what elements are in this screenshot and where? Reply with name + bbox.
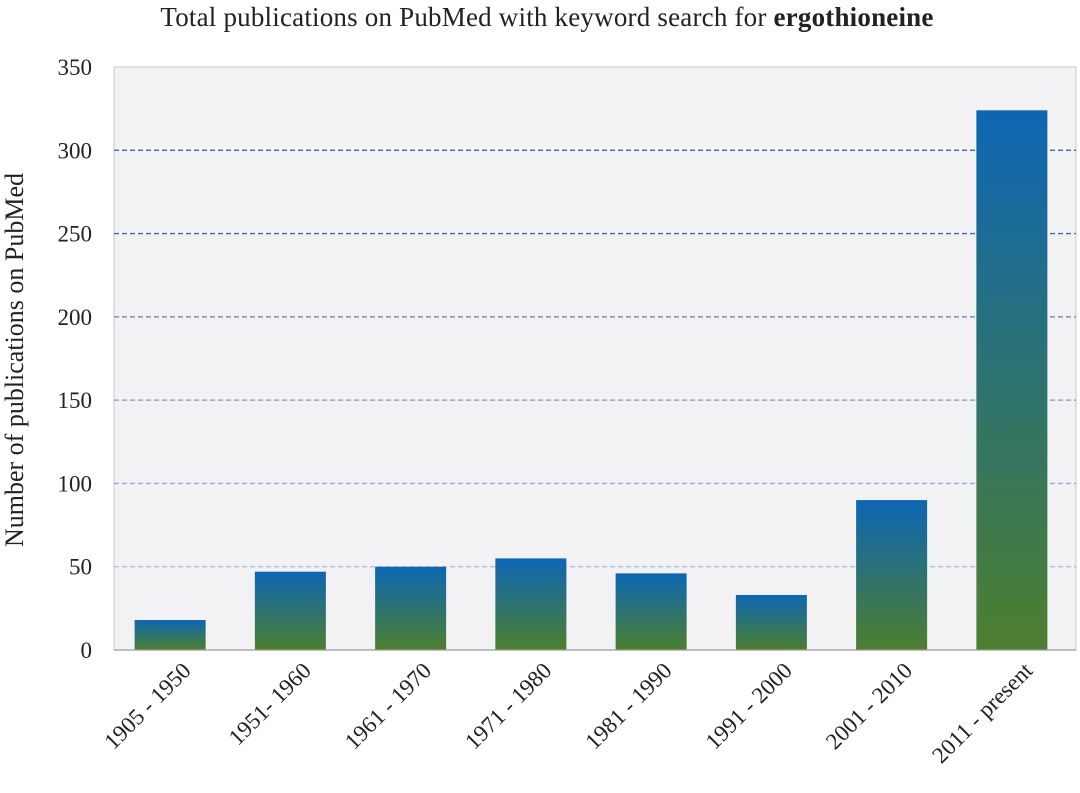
x-tick-label: 2011 - present [927,657,1038,768]
y-tick-label: 100 [58,471,93,496]
x-tick-label: 1971 - 1980 [460,658,556,754]
bar-4 [495,558,567,650]
y-tick-label: 300 [58,138,93,163]
plot-area [113,66,1077,651]
y-tick-label: 150 [58,388,93,413]
chart-title-prefix: Total publications on PubMed with keywor… [160,2,774,32]
bars [134,110,1048,650]
bar-7 [856,500,928,650]
x-axis-labels: 1905 - 1950 1951- 1960 1961 - 1970 1971 - 1… [99,657,1037,768]
x-tick-label: 1961 - 1970 [340,658,436,754]
bar-3 [375,566,447,650]
bar-6 [735,595,807,650]
chart-title-keyword: ergothioneine [773,2,934,32]
y-tick-label: 250 [58,222,93,247]
x-tick-label: 1951- 1960 [224,658,316,750]
x-tick-label: 1981 - 1990 [580,658,676,754]
bar-5 [615,573,687,650]
y-axis-ticks: 0 50 100 150 200 250 300 350 [58,55,93,663]
y-tick-label: 350 [58,55,93,80]
y-tick-label: 50 [69,555,92,580]
bar-8 [976,110,1048,650]
y-tick-label: 200 [58,305,93,330]
chart-title: Total publications on PubMed with keywor… [0,2,1080,33]
gridlines [114,149,1076,568]
y-tick-label: 0 [81,638,93,663]
bar-1 [134,620,206,650]
x-tick-label: 2001 - 2010 [821,658,917,754]
y-axis-title: Number of publications on PubMed [0,173,29,547]
x-tick-label: 1991 - 2000 [701,658,797,754]
bar-2 [254,571,326,650]
x-tick-label: 1905 - 1950 [99,658,195,754]
